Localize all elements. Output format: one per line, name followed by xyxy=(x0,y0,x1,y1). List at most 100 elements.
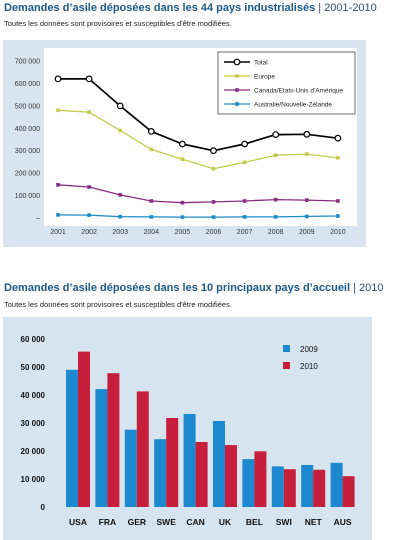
bar-2009 xyxy=(271,466,284,507)
chart-1-period: | 2001-2010 xyxy=(318,2,377,14)
y-tick-label: 500 000 xyxy=(15,103,40,110)
data-point-total xyxy=(147,127,155,135)
chart-1-title: Demandes d’asile déposées dans les 44 pa… xyxy=(4,2,316,14)
legend-label: Canada/Etats-Unis d'Amérique xyxy=(254,87,343,94)
chart-2-period: | 2010 xyxy=(353,282,384,294)
category-label: AUS xyxy=(334,517,352,527)
data-point-total xyxy=(178,140,186,148)
legend-item: 2009 xyxy=(283,345,318,354)
data-point-europe xyxy=(305,152,309,156)
data-point-australie-nouvelle-zelande xyxy=(118,214,122,219)
data-point-australie-nouvelle-zelande xyxy=(273,215,278,219)
category-label: SWI xyxy=(276,517,292,527)
chart-2-heading: Demandes d’asile déposées dans les 10 pr… xyxy=(4,282,384,295)
y-tick-label: 600 000 xyxy=(15,81,40,88)
data-point-total xyxy=(272,131,280,138)
bar-2010 xyxy=(107,373,120,507)
series-canada-etats-unis-d-amerique-line xyxy=(57,184,338,204)
series-canada-etats-unis-d-amerique xyxy=(56,183,340,205)
bar-2010 xyxy=(254,451,267,507)
y-tick-label: 10 000 xyxy=(21,475,46,484)
legend-swatch-marker xyxy=(235,88,239,92)
chart-1-axes: 700 000 600 000 500 000 400 000 300 000 200 0… xyxy=(15,59,346,237)
y-tick-label: 700 000 xyxy=(15,59,40,66)
data-point-europe xyxy=(336,156,340,160)
legend-label: 2009 xyxy=(300,345,318,354)
legend-label: Total xyxy=(254,59,268,66)
data-point-canada-etats-unis-d-amerique xyxy=(305,198,309,202)
bar-2010 xyxy=(195,442,208,507)
category-label: GER xyxy=(128,517,146,527)
legend-item: Australie/Nouvelle-Zélande xyxy=(224,101,332,108)
data-point-europe xyxy=(149,147,154,152)
x-tick-label: 2004 xyxy=(144,229,160,236)
line-chart: 700 000 600 000 500 000 400 000 300 000 200 0… xyxy=(3,40,366,247)
legend-label: Europe xyxy=(254,73,275,80)
chart-1-note: Toutes les données sont provisoires et s… xyxy=(4,19,232,28)
bar-group-swi xyxy=(271,466,296,507)
data-point-europe xyxy=(56,108,60,113)
data-point-canada-etats-unis-d-amerique xyxy=(211,200,216,204)
category-label: BEL xyxy=(246,517,263,527)
category-label: FRA xyxy=(99,517,116,527)
data-point-australie-nouvelle-zelande xyxy=(242,215,247,219)
legend-swatch-marker xyxy=(235,74,239,78)
category-label: SWE xyxy=(157,517,177,527)
bar-2009 xyxy=(242,459,255,507)
bar-group-can xyxy=(183,414,208,507)
y-tick-label: 200 000 xyxy=(15,171,40,178)
chart-1-heading: Demandes d’asile déposées dans les 44 pa… xyxy=(4,2,377,15)
data-point-australie-nouvelle-zelande xyxy=(211,215,216,219)
bar-2010 xyxy=(342,476,355,507)
x-tick-label: 2008 xyxy=(268,229,284,236)
series-total-line xyxy=(58,78,339,152)
bar-2009 xyxy=(301,465,314,507)
x-tick-label: 2005 xyxy=(175,229,191,236)
bar-2009 xyxy=(124,429,137,507)
data-point-canada-etats-unis-d-amerique xyxy=(180,200,185,205)
data-point-canada-etats-unis-d-amerique xyxy=(118,193,122,197)
data-point-europe xyxy=(273,153,278,157)
bar-2010 xyxy=(225,445,237,507)
data-point-canada-etats-unis-d-amerique xyxy=(87,185,91,189)
series-europe xyxy=(56,108,340,171)
data-point-australie-nouvelle-zelande xyxy=(87,213,91,217)
legend-item: Total xyxy=(224,58,268,66)
data-point-total xyxy=(210,147,217,155)
data-point-europe xyxy=(242,160,247,165)
bar-2009 xyxy=(213,421,225,507)
data-point-australie-nouvelle-zelande xyxy=(180,215,185,219)
chart-2-axes: 60 000 50 000 40 000 30 000 20 000 10 000 0 USA… xyxy=(21,335,352,527)
chart-2-note: Toutes les données sont provisoires et s… xyxy=(4,300,232,309)
category-label: UK xyxy=(219,517,232,527)
bar-2009 xyxy=(330,462,343,507)
data-point-europe xyxy=(118,128,122,133)
data-point-canada-etats-unis-d-amerique xyxy=(56,183,60,187)
bar-2010 xyxy=(283,469,296,507)
bar-group-ger xyxy=(124,391,149,507)
bar-group-uk xyxy=(213,421,237,507)
y-tick-label: 100 000 xyxy=(15,193,40,200)
data-point-total xyxy=(241,140,249,148)
category-label: NET xyxy=(305,517,323,527)
series-australie-nouvelle-zelande-line xyxy=(57,214,338,218)
x-tick-label: 2003 xyxy=(112,229,128,236)
data-point-europe xyxy=(180,157,185,161)
legend-swatch xyxy=(283,362,290,369)
data-point-europe xyxy=(87,110,91,114)
bar-group-net xyxy=(301,465,326,507)
data-point-canada-etats-unis-d-amerique xyxy=(273,197,278,202)
data-point-total xyxy=(54,75,62,83)
bar-2010 xyxy=(166,418,179,507)
chart-2-bars xyxy=(66,351,355,507)
bar-group-usa xyxy=(66,351,90,507)
y-tick-label: – xyxy=(36,216,40,223)
bar-2009 xyxy=(183,414,196,507)
y-tick-label: 30 000 xyxy=(21,419,46,428)
legend-label: 2010 xyxy=(300,362,318,371)
series-australie-nouvelle-zelande xyxy=(56,213,340,219)
data-point-canada-etats-unis-d-amerique xyxy=(336,199,340,203)
legend-item: 2010 xyxy=(283,362,318,371)
x-tick-label: 2009 xyxy=(299,229,315,236)
x-tick-label: 2010 xyxy=(330,229,346,236)
